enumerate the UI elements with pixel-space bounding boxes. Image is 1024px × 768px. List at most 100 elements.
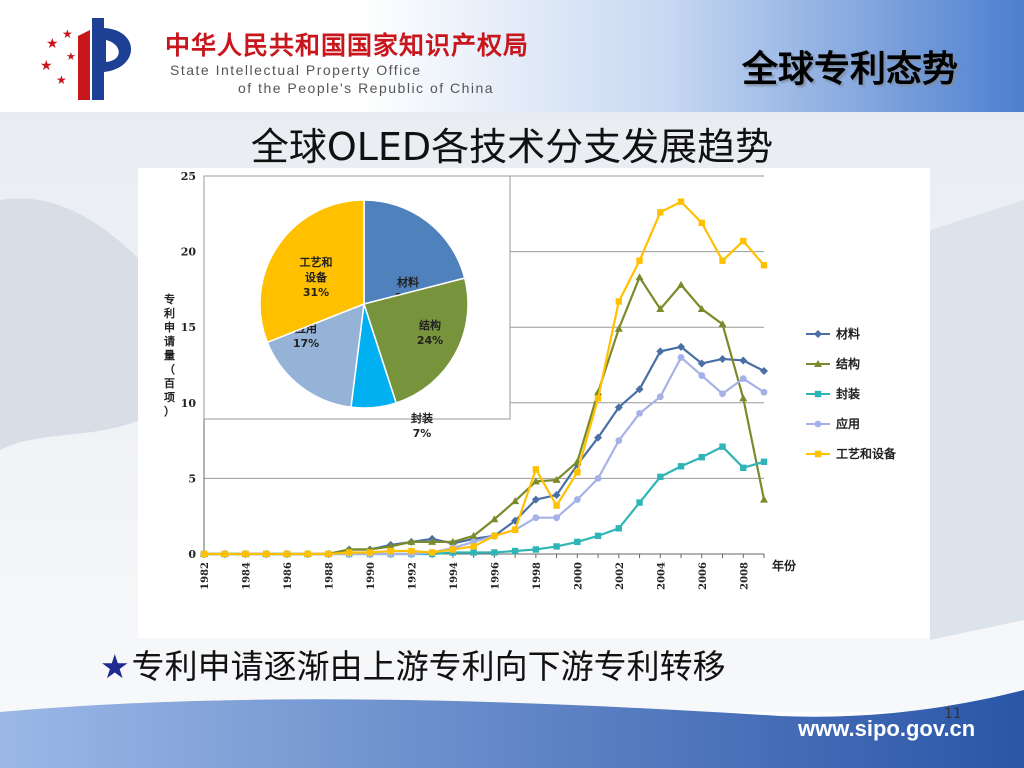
data-point <box>677 354 685 361</box>
data-point <box>532 514 540 522</box>
map-continent-shape <box>0 198 140 450</box>
data-point <box>739 356 748 365</box>
data-point <box>814 390 822 398</box>
header-title: 全球专利态势 <box>741 49 958 90</box>
data-point <box>407 537 416 545</box>
y-tick-label: 5 <box>188 472 196 485</box>
data-point <box>574 469 581 476</box>
data-point <box>814 330 822 338</box>
data-point <box>656 393 664 401</box>
x-tick-label: 1982 <box>200 562 211 590</box>
data-point <box>263 550 270 558</box>
pie-slice <box>259 199 365 344</box>
y-tick-label: 10 <box>181 397 197 410</box>
data-point <box>532 546 540 553</box>
data-point <box>491 549 498 556</box>
data-point <box>698 454 705 461</box>
y-axis-label: 专利申请量（百项） <box>164 292 175 418</box>
bullet-point: ★专利申请逐渐由上游专利向下游专利转移 <box>100 640 726 688</box>
data-point <box>814 450 822 458</box>
y-tick-label: 0 <box>188 548 196 561</box>
data-point <box>814 360 822 367</box>
data-point <box>718 320 727 328</box>
x-tick-label: 1994 <box>449 562 460 590</box>
x-tick-label: 1990 <box>366 562 377 590</box>
x-tick-label: 1996 <box>490 562 501 590</box>
data-point <box>511 547 519 555</box>
data-point <box>636 499 643 506</box>
sipo-logo-icon: ★ ★ ★ ★ ★ <box>40 18 131 100</box>
data-point <box>553 514 560 522</box>
bullet-text: 专利申请逐渐由上游专利向下游专利转移 <box>131 647 726 686</box>
data-point <box>719 257 726 264</box>
data-point <box>656 347 665 356</box>
org-name-en-line1: State Intellectual Property Office <box>170 62 422 78</box>
org-name-en-line2: of the People's Republic of China <box>238 80 495 96</box>
y-tick-label: 15 <box>181 321 196 334</box>
x-tick-label: 2008 <box>739 562 750 590</box>
data-point <box>615 525 623 532</box>
building-shape <box>930 200 1024 640</box>
data-point <box>814 420 822 428</box>
org-name-cn: 中华人民共和国国家知识产权局 <box>165 31 530 60</box>
x-tick-label: 2000 <box>573 562 584 590</box>
legend-label: 应用 <box>836 416 860 431</box>
legend-label: 材料 <box>835 326 860 341</box>
data-point <box>718 354 727 363</box>
data-point <box>448 537 457 545</box>
data-point <box>574 538 581 546</box>
data-point <box>428 549 436 556</box>
data-point <box>221 550 228 558</box>
x-tick-label: 1988 <box>324 562 335 590</box>
x-tick-label: 1986 <box>283 562 294 590</box>
data-point <box>511 497 520 505</box>
data-point <box>635 385 644 394</box>
slide-title: 全球OLED各技术分支发展趋势 <box>250 125 774 169</box>
x-tick-label: 1992 <box>407 562 418 590</box>
y-tick-label: 25 <box>181 170 196 183</box>
data-point <box>697 359 706 368</box>
data-point <box>532 466 540 473</box>
data-point <box>552 475 561 483</box>
data-point <box>719 443 726 450</box>
pie-label: 封装 7% <box>411 411 433 440</box>
data-point <box>760 388 768 396</box>
data-point <box>739 394 748 402</box>
data-point <box>449 546 457 553</box>
page-number: 11 <box>944 706 962 722</box>
data-point <box>283 550 291 558</box>
data-point <box>657 209 664 216</box>
data-point <box>594 475 602 482</box>
x-tick-label: 1998 <box>532 562 543 590</box>
data-point <box>760 367 768 376</box>
data-point <box>386 542 395 550</box>
data-point <box>697 305 706 313</box>
data-point <box>740 464 747 472</box>
data-point <box>531 477 540 485</box>
data-point <box>740 237 747 245</box>
data-point <box>304 550 311 558</box>
data-point <box>242 550 249 558</box>
data-point <box>615 437 623 444</box>
data-point <box>677 463 685 470</box>
x-tick-label: 2006 <box>698 562 709 590</box>
data-point <box>698 372 706 379</box>
data-point <box>698 219 705 227</box>
x-tick-label: 2002 <box>615 562 626 590</box>
data-point <box>656 305 665 313</box>
data-point <box>677 342 686 351</box>
data-point <box>366 549 374 556</box>
data-point <box>408 547 415 555</box>
data-point <box>615 298 623 305</box>
data-point <box>553 543 560 550</box>
data-point <box>614 403 623 412</box>
data-point <box>677 198 685 205</box>
data-point <box>636 257 643 264</box>
svg-text:★: ★ <box>40 58 53 74</box>
svg-text:★: ★ <box>66 50 76 63</box>
pie-label: 工艺和设备 31% <box>300 255 333 299</box>
svg-text:★: ★ <box>46 36 59 52</box>
data-point <box>490 515 499 523</box>
data-point <box>511 526 519 534</box>
legend-label: 结构 <box>836 356 860 371</box>
